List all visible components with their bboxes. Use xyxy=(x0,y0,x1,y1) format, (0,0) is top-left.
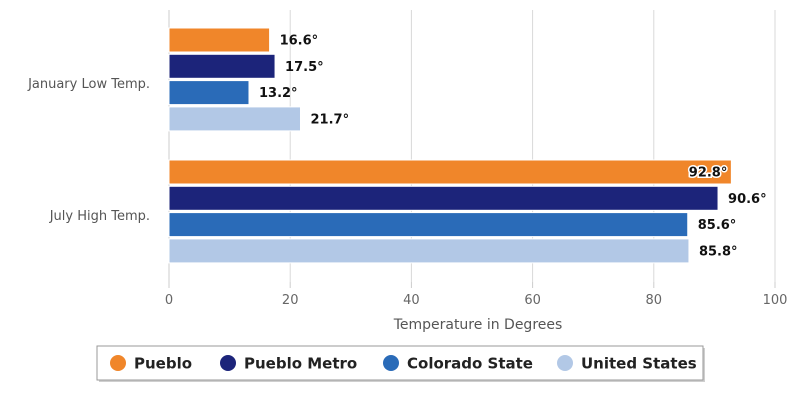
bar xyxy=(168,185,719,211)
data-label: 13.2° xyxy=(259,86,298,101)
x-tick-label: 20 xyxy=(282,293,299,308)
legend-box xyxy=(96,345,704,381)
data-label: 92.8° xyxy=(689,166,728,181)
legend-marker xyxy=(557,355,573,371)
x-tick-label: 0 xyxy=(165,293,173,308)
bar xyxy=(168,80,250,106)
legend: Pueblo Pueblo Metro Colorado State United S… xyxy=(96,345,705,382)
category-label: January Low Temp. xyxy=(27,77,150,92)
x-tick-label: 80 xyxy=(646,293,663,308)
data-label: 16.6° xyxy=(280,34,319,49)
legend-item[interactable]: United States xyxy=(581,355,697,373)
bars xyxy=(168,27,732,264)
data-label: 90.6° xyxy=(728,192,767,207)
data-label: 21.7° xyxy=(311,112,350,127)
legend-marker xyxy=(220,355,236,371)
category-label: July High Temp. xyxy=(49,209,150,224)
bar xyxy=(168,27,271,53)
axis: 0 20 40 60 80 100 January Low Temp. July High T… xyxy=(27,10,787,308)
legend-item[interactable]: Pueblo xyxy=(134,355,192,373)
legend-marker xyxy=(110,355,126,371)
legend-item[interactable]: Pueblo Metro xyxy=(244,355,357,373)
bar xyxy=(168,53,276,79)
x-tick-label: 40 xyxy=(403,293,420,308)
bar xyxy=(168,106,302,132)
data-labels: 16.6° 17.5° 13.2° 21.7° 92.8°90.6° 85.6° 85.8° xyxy=(259,34,767,260)
data-label: 85.6° xyxy=(698,218,737,233)
legend-marker xyxy=(383,355,399,371)
x-tick-label: 60 xyxy=(524,293,541,308)
x-tick-label: 100 xyxy=(763,293,788,308)
bar xyxy=(168,159,732,185)
data-label: 85.8° xyxy=(699,244,738,259)
data-label: 17.5° xyxy=(285,60,324,75)
bar xyxy=(168,238,690,264)
legend-item[interactable]: Colorado State xyxy=(407,355,533,373)
x-axis-title: Temperature in Degrees xyxy=(393,317,563,333)
bar xyxy=(168,212,689,238)
